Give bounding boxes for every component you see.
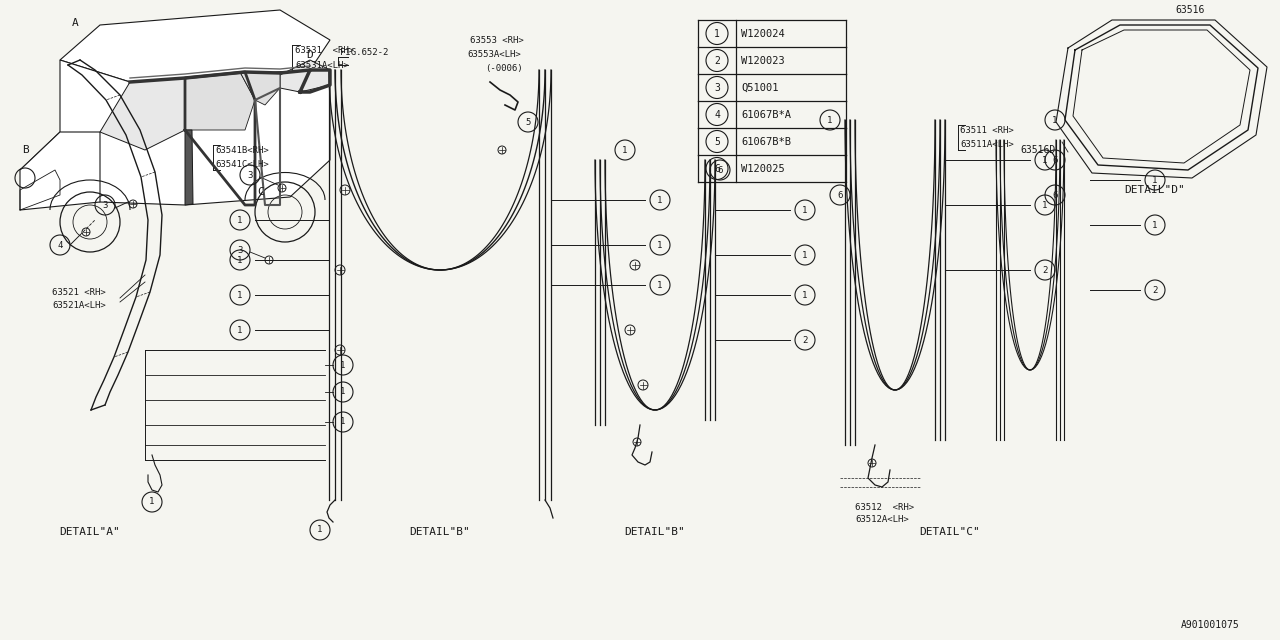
Polygon shape	[280, 60, 330, 92]
Polygon shape	[20, 60, 330, 205]
Text: 1: 1	[1042, 156, 1048, 164]
Text: 3: 3	[102, 200, 108, 209]
Text: 1: 1	[1052, 115, 1057, 125]
Text: 63516: 63516	[1175, 5, 1204, 15]
Text: FIG.652-2: FIG.652-2	[340, 47, 388, 56]
Text: 6: 6	[714, 163, 719, 173]
Polygon shape	[241, 72, 280, 105]
Text: 63511 <RH>: 63511 <RH>	[960, 125, 1014, 134]
Text: DETAIL"A": DETAIL"A"	[60, 527, 120, 537]
Text: 63541C<LH>: 63541C<LH>	[215, 159, 269, 168]
Text: 1: 1	[237, 255, 243, 264]
Text: DETAIL"D": DETAIL"D"	[1125, 185, 1185, 195]
Text: 63512A<LH>: 63512A<LH>	[855, 515, 909, 525]
Text: 1: 1	[237, 216, 243, 225]
Text: 61067B*B: 61067B*B	[741, 136, 791, 147]
Text: 63541B<RH>: 63541B<RH>	[215, 145, 269, 154]
Text: 3: 3	[714, 83, 719, 93]
Text: 1: 1	[803, 250, 808, 259]
Text: A: A	[72, 18, 79, 28]
Text: Q51001: Q51001	[741, 83, 778, 93]
Text: 1: 1	[658, 195, 663, 205]
Text: 63521 <RH>: 63521 <RH>	[52, 287, 106, 296]
Text: 61067B*A: 61067B*A	[741, 109, 791, 120]
Text: 63521A<LH>: 63521A<LH>	[52, 301, 106, 310]
Text: 6: 6	[837, 191, 842, 200]
Text: 1: 1	[317, 525, 323, 534]
Text: 1: 1	[622, 145, 627, 154]
Text: 4: 4	[58, 241, 63, 250]
Polygon shape	[186, 72, 255, 130]
Text: 3: 3	[237, 246, 243, 255]
Text: 63531A<LH>: 63531A<LH>	[294, 61, 348, 70]
Text: 3: 3	[247, 170, 252, 179]
Text: 1: 1	[658, 241, 663, 250]
Text: 1: 1	[803, 291, 808, 300]
Text: 1: 1	[714, 29, 719, 38]
Polygon shape	[60, 10, 330, 82]
Text: 63553 <RH>: 63553 <RH>	[470, 35, 524, 45]
Text: 1: 1	[1152, 221, 1157, 230]
Text: 1: 1	[827, 115, 833, 125]
Text: W120025: W120025	[741, 163, 785, 173]
Text: (-0006): (-0006)	[485, 63, 522, 72]
Text: 63516D: 63516D	[1020, 145, 1055, 155]
Text: 1: 1	[803, 205, 808, 214]
Text: DETAIL"B": DETAIL"B"	[625, 527, 685, 537]
Text: 1: 1	[1152, 175, 1157, 184]
Text: 5: 5	[714, 136, 719, 147]
Text: 6: 6	[1052, 191, 1057, 200]
Text: C: C	[257, 187, 264, 197]
Text: 2: 2	[714, 56, 719, 65]
Text: B: B	[22, 145, 28, 155]
Text: 63512  <RH>: 63512 <RH>	[855, 502, 914, 511]
Text: W120023: W120023	[741, 56, 785, 65]
Text: DETAIL"C": DETAIL"C"	[919, 527, 980, 537]
Text: 1: 1	[1042, 200, 1048, 209]
Text: 4: 4	[714, 109, 719, 120]
Text: 2: 2	[1042, 266, 1048, 275]
Text: 63531  <RH>: 63531 <RH>	[294, 45, 355, 54]
Text: D: D	[306, 50, 312, 60]
Text: 63553A<LH>: 63553A<LH>	[467, 49, 521, 58]
Polygon shape	[186, 130, 193, 205]
Text: W120024: W120024	[741, 29, 785, 38]
Text: 1: 1	[150, 497, 155, 506]
Polygon shape	[100, 78, 186, 150]
Text: A901001075: A901001075	[1181, 620, 1240, 630]
Text: 1: 1	[237, 326, 243, 335]
Text: 63511A<LH>: 63511A<LH>	[960, 140, 1014, 148]
Text: 1: 1	[340, 417, 346, 426]
Text: 1: 1	[340, 387, 346, 397]
Text: 6: 6	[1052, 156, 1057, 164]
Text: 1: 1	[340, 360, 346, 369]
Text: 1: 1	[658, 280, 663, 289]
Text: 2: 2	[1152, 285, 1157, 294]
Text: 1: 1	[237, 291, 243, 300]
Text: DETAIL"B": DETAIL"B"	[410, 527, 470, 537]
Text: 5: 5	[525, 118, 531, 127]
Polygon shape	[20, 132, 100, 210]
Text: 2: 2	[803, 335, 808, 344]
Text: 6: 6	[717, 166, 723, 175]
